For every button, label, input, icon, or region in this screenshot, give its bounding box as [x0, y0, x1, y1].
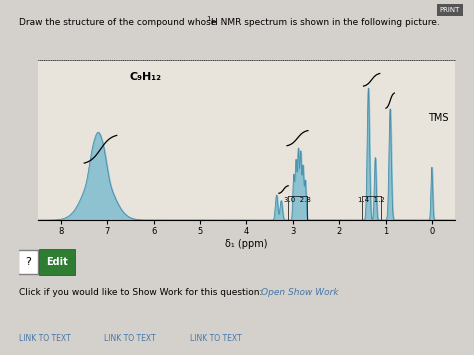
FancyBboxPatch shape: [39, 249, 75, 275]
Text: Edit: Edit: [46, 257, 68, 267]
Text: Draw the structure of the compound whose: Draw the structure of the compound whose: [19, 18, 219, 27]
Text: Click if you would like to Show Work for this question:: Click if you would like to Show Work for…: [19, 288, 262, 297]
Text: LINK TO TEXT: LINK TO TEXT: [19, 334, 71, 343]
Text: H NMR spectrum is shown in the following picture.: H NMR spectrum is shown in the following…: [211, 18, 440, 27]
X-axis label: δ₁ (ppm): δ₁ (ppm): [225, 239, 268, 249]
Text: TMS: TMS: [428, 113, 448, 123]
FancyBboxPatch shape: [18, 250, 38, 274]
Text: ?: ?: [25, 257, 31, 267]
Text: 1: 1: [206, 16, 210, 22]
Text: LINK TO TEXT: LINK TO TEXT: [104, 334, 156, 343]
Text: PRINT: PRINT: [439, 7, 460, 13]
Text: C₉H₁₂: C₉H₁₂: [130, 71, 162, 82]
Text: 1.4  1.2: 1.4 1.2: [358, 197, 385, 203]
Text: Open Show Work: Open Show Work: [261, 288, 338, 297]
Text: 3.0  2.8: 3.0 2.8: [284, 197, 311, 203]
Text: LINK TO TEXT: LINK TO TEXT: [190, 334, 241, 343]
